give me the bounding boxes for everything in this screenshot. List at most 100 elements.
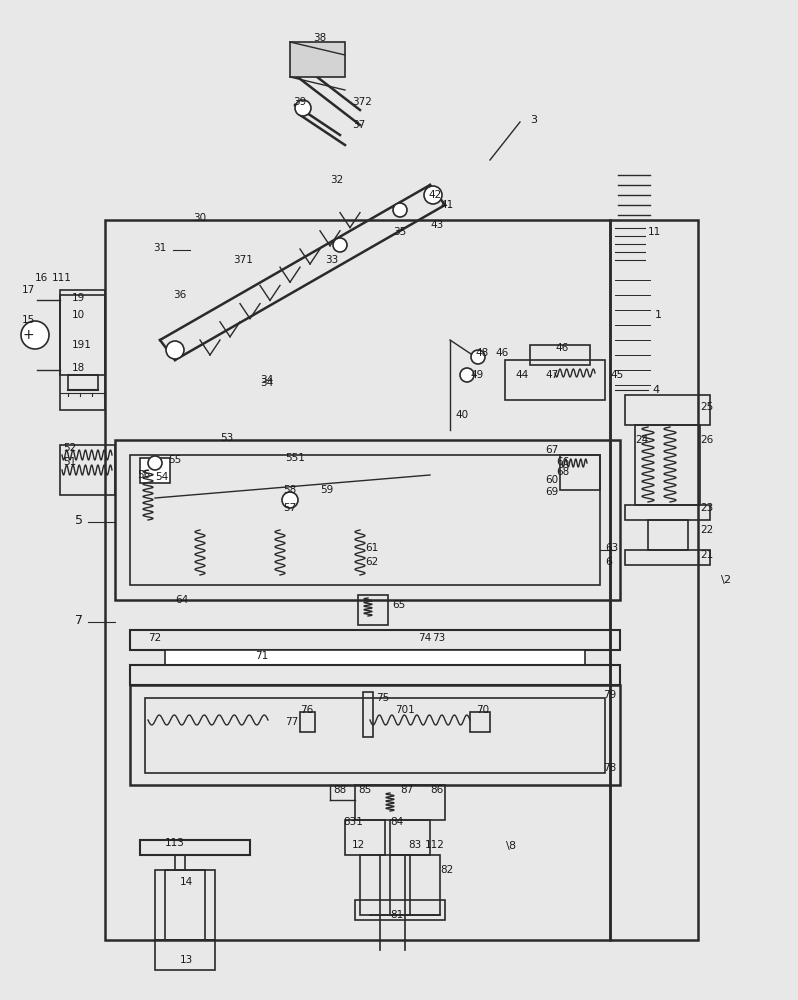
Text: +: + [22, 328, 34, 342]
Bar [470, 712, 490, 732]
Bar [530, 345, 590, 365]
Circle shape [424, 186, 442, 204]
Text: 46: 46 [555, 343, 568, 353]
Text: 31: 31 [153, 243, 166, 253]
Text: 34: 34 [260, 375, 273, 385]
Bar [610, 220, 698, 940]
Bar [155, 940, 215, 970]
Circle shape [393, 203, 407, 217]
Text: 74: 74 [418, 633, 431, 643]
Text: 13: 13 [180, 955, 193, 965]
Text: 10: 10 [72, 310, 85, 320]
Text: 831: 831 [343, 817, 363, 827]
Text: 191: 191 [72, 340, 92, 350]
Circle shape [148, 456, 162, 470]
Text: 112: 112 [425, 840, 444, 850]
Text: 111: 111 [52, 273, 72, 283]
Text: 84: 84 [390, 817, 403, 827]
Text: 4: 4 [652, 385, 659, 395]
Bar [360, 855, 440, 915]
Bar [625, 395, 710, 425]
Text: 70: 70 [476, 705, 489, 715]
Text: 3: 3 [530, 115, 537, 125]
Text: 17: 17 [22, 285, 35, 295]
Bar [155, 870, 215, 940]
Text: 26: 26 [700, 435, 713, 445]
Bar [140, 840, 250, 855]
Text: 701: 701 [395, 705, 415, 715]
Text: 39: 39 [293, 97, 306, 107]
Text: 57: 57 [283, 503, 296, 513]
Circle shape [166, 341, 184, 359]
Bar [345, 820, 385, 855]
Text: 59: 59 [320, 485, 334, 495]
Text: 40: 40 [455, 410, 468, 420]
Bar [390, 855, 410, 915]
Text: 58: 58 [283, 485, 296, 495]
Text: 18: 18 [72, 363, 85, 373]
Circle shape [282, 492, 298, 508]
Circle shape [333, 238, 347, 252]
Bar [130, 665, 620, 685]
Text: 66: 66 [556, 457, 569, 467]
Circle shape [471, 350, 485, 364]
Text: 82: 82 [440, 865, 453, 875]
Text: 30: 30 [193, 213, 206, 223]
Text: 61: 61 [365, 543, 378, 553]
Bar [358, 595, 388, 625]
Circle shape [295, 100, 311, 116]
Text: 46: 46 [495, 348, 508, 358]
Text: 72: 72 [148, 633, 161, 643]
Text: 65: 65 [392, 600, 405, 610]
Text: 371: 371 [233, 255, 253, 265]
Text: 79: 79 [603, 690, 616, 700]
Text: 87: 87 [400, 785, 413, 795]
Text: 551: 551 [285, 453, 305, 463]
Text: 55: 55 [168, 455, 181, 465]
Text: 33: 33 [325, 255, 338, 265]
Text: 51: 51 [63, 457, 77, 467]
Bar [648, 520, 688, 550]
Bar [130, 630, 620, 650]
Text: 64: 64 [175, 595, 188, 605]
Text: 14: 14 [180, 877, 193, 887]
Bar [560, 455, 600, 490]
Text: 35: 35 [393, 227, 406, 237]
Text: 78: 78 [603, 763, 616, 773]
Text: 34: 34 [260, 378, 273, 388]
Text: 68: 68 [556, 467, 569, 477]
Text: 67: 67 [545, 445, 559, 455]
Text: 54: 54 [155, 472, 168, 482]
Text: 113: 113 [165, 838, 185, 848]
Text: 53: 53 [220, 433, 233, 443]
Text: 75: 75 [376, 693, 389, 703]
Bar [140, 458, 170, 483]
Text: 52: 52 [63, 443, 77, 453]
Text: 71: 71 [255, 651, 268, 661]
Bar [115, 440, 620, 600]
Bar [300, 712, 315, 732]
Text: 5: 5 [75, 514, 83, 526]
Bar [130, 455, 600, 585]
Text: 85: 85 [358, 785, 371, 795]
Text: 36: 36 [173, 290, 186, 300]
Bar [60, 290, 105, 410]
Text: 7: 7 [75, 613, 83, 626]
Circle shape [21, 321, 49, 349]
Text: 77: 77 [285, 717, 298, 727]
Text: 12: 12 [352, 840, 365, 850]
Text: 37: 37 [352, 120, 365, 130]
Text: 25: 25 [700, 402, 713, 412]
Text: 88: 88 [333, 785, 346, 795]
Bar [290, 42, 345, 77]
Text: 81: 81 [390, 910, 403, 920]
Text: 23: 23 [700, 503, 713, 513]
Circle shape [460, 368, 474, 382]
Text: 16: 16 [35, 273, 48, 283]
Bar [625, 550, 710, 565]
Bar [355, 900, 445, 920]
Text: 42: 42 [428, 190, 441, 200]
Text: 19: 19 [72, 293, 85, 303]
Text: 73: 73 [432, 633, 445, 643]
Text: 6: 6 [605, 557, 612, 567]
